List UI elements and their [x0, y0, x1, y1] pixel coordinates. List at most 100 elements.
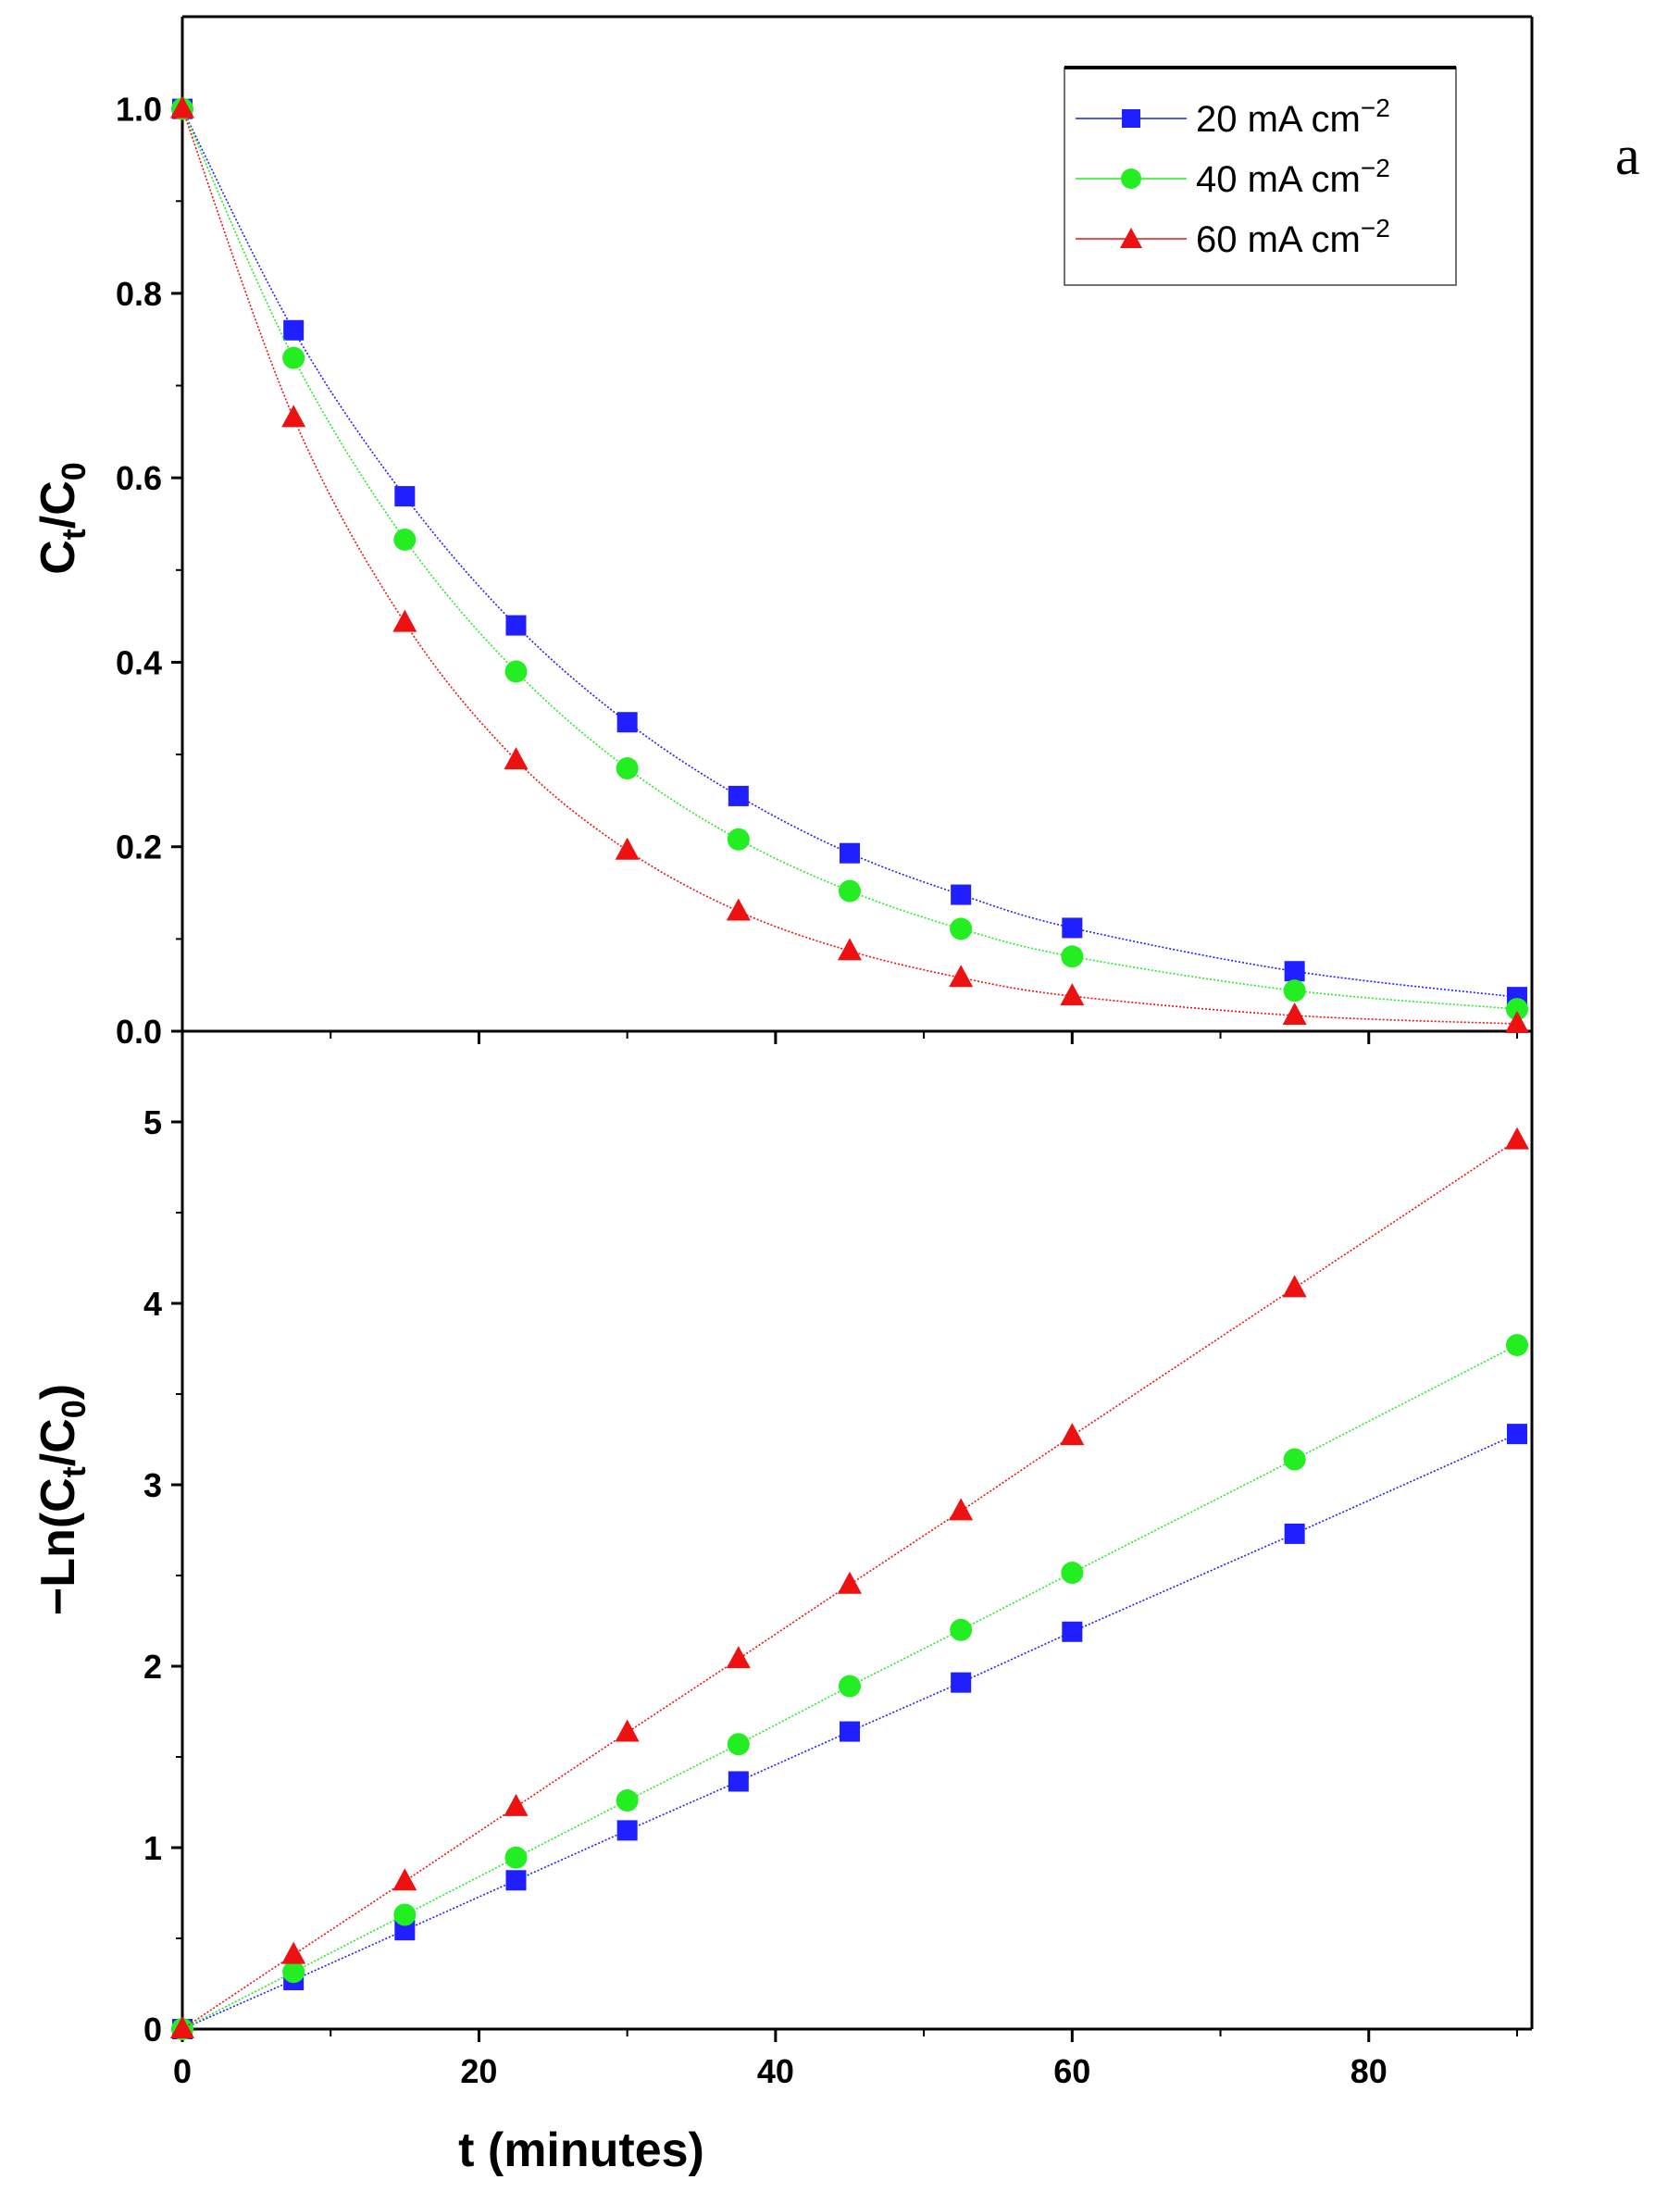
- bottom-point-circle: [727, 1733, 750, 1756]
- top-y-tick-label: 0.8: [116, 275, 162, 313]
- bottom-point-square: [505, 1870, 527, 1891]
- bottom-y-tick-label: 2: [143, 1648, 162, 1686]
- bottom-point-triangle: [281, 1941, 306, 1964]
- top-point-square: [394, 486, 416, 507]
- bottom-panel: 0 1 2 3 4 5 0 20 40 60 80: [143, 1031, 1534, 2090]
- bottom-point-square: [1062, 1621, 1083, 1642]
- top-point-circle: [1283, 979, 1306, 1003]
- bottom-y-tick-label: 3: [143, 1466, 162, 1504]
- legend-label-60-sup: −2: [1361, 214, 1390, 243]
- bottom-point-square: [1506, 1424, 1527, 1445]
- top-y-axis-title-sub1: t: [55, 529, 93, 540]
- legend-label-20: 20 mA cm−2: [1196, 93, 1390, 140]
- top-point-square: [839, 842, 860, 864]
- top-point-circle: [1505, 998, 1528, 1021]
- top-y-tick-label: 0.4: [116, 643, 162, 681]
- top-point-square: [728, 785, 749, 806]
- legend-label-40-main: 40 mA cm: [1196, 159, 1361, 200]
- bottom-point-square: [1284, 1523, 1305, 1544]
- bottom-y-axis-title-main: −Ln(C: [31, 1477, 85, 1615]
- bottom-y-tick-label: 5: [143, 1103, 162, 1141]
- bottom-point-circle: [504, 1846, 528, 1869]
- top-y-axis-title-sep: /C: [31, 480, 85, 529]
- top-point-triangle: [837, 938, 862, 961]
- x-tick-label: 40: [757, 2052, 794, 2090]
- top-y-tick-label: 0.0: [116, 1013, 162, 1051]
- top-point-triangle: [1282, 1003, 1307, 1026]
- legend-marker-20: [1122, 109, 1140, 128]
- top-point-circle: [504, 660, 528, 683]
- bottom-point-circle: [838, 1675, 861, 1698]
- bottom-point-circle: [1061, 1562, 1084, 1585]
- legend-marker-40: [1121, 168, 1141, 189]
- legend: 20 mA cm−2 40 mA cm−2 60 mA cm−2: [1064, 66, 1457, 286]
- top-point-circle: [1061, 945, 1084, 968]
- bottom-point-triangle: [615, 1719, 640, 1742]
- legend-label-40-sup: −2: [1361, 154, 1390, 182]
- bottom-point-triangle: [1060, 1423, 1085, 1446]
- top-point-square: [616, 712, 638, 733]
- legend-entry-20: 20 mA cm−2: [1076, 93, 1390, 140]
- top-y-axis-title: Ct/C0: [31, 462, 93, 575]
- bottom-point-square: [839, 1721, 860, 1742]
- top-y-tick-label: 1.0: [116, 91, 162, 129]
- top-point-circle: [838, 879, 861, 903]
- x-axis-title: t (minutes): [458, 2124, 704, 2177]
- top-point-circle: [727, 828, 750, 851]
- bottom-y-tick-label: 1: [143, 1829, 162, 1867]
- bottom-y-axis-title-sub2: 0: [55, 1400, 93, 1418]
- bottom-point-triangle: [726, 1646, 751, 1669]
- bottom-y-axis-title-end: ): [31, 1384, 85, 1400]
- x-tick-label: 60: [1053, 2052, 1090, 2090]
- top-panel: 0.0 0.2 0.4 0.6 0.8 1.0: [116, 15, 1534, 1051]
- bottom-point-square: [616, 1820, 638, 1841]
- bottom-y-tick-label: 0: [143, 2011, 162, 2049]
- bottom-series-line-2: [181, 1344, 1518, 2030]
- top-point-triangle: [504, 747, 529, 770]
- top-point-circle: [616, 757, 639, 780]
- bottom-point-circle: [1505, 1334, 1528, 1357]
- top-point-square: [1284, 961, 1305, 982]
- bottom-y-tick-label: 4: [143, 1285, 162, 1323]
- bottom-y-axis-title-sub1: t: [55, 1466, 93, 1477]
- x-tick-label: 20: [460, 2052, 497, 2090]
- bottom-point-circle: [1283, 1448, 1306, 1471]
- top-point-triangle: [1060, 983, 1085, 1006]
- top-point-square: [283, 319, 305, 341]
- bottom-point-circle: [282, 1961, 305, 1984]
- legend-label-40: 40 mA cm−2: [1196, 154, 1390, 200]
- top-point-triangle: [615, 837, 640, 860]
- bottom-point-circle: [393, 1903, 417, 1926]
- bottom-point-triangle: [1282, 1275, 1307, 1298]
- bottom-point-square: [394, 1920, 416, 1941]
- bottom-y-axis-title-sep: /C: [31, 1418, 85, 1466]
- top-point-triangle: [281, 405, 306, 428]
- x-tick-label: 80: [1350, 2052, 1388, 2090]
- panel-label: a: [1615, 125, 1640, 186]
- bottom-y-axis-title: −Ln(Ct/C0): [31, 1384, 93, 1615]
- top-point-triangle: [392, 609, 417, 632]
- top-point-triangle: [949, 965, 974, 988]
- top-point-square: [1062, 917, 1083, 939]
- bottom-point-triangle: [1504, 1127, 1529, 1150]
- top-point-circle: [282, 346, 305, 369]
- legend-entry-40: 40 mA cm−2: [1076, 154, 1390, 200]
- legend-entry-60: 60 mA cm−2: [1076, 214, 1390, 260]
- bottom-point-square: [951, 1672, 972, 1693]
- top-series-line-2: [181, 108, 1518, 1010]
- bottom-point-circle: [950, 1618, 973, 1641]
- top-series-line-3: [181, 108, 1518, 1025]
- top-point-square: [505, 615, 527, 636]
- bottom-point-square: [728, 1771, 749, 1792]
- legend-label-60-main: 60 mA cm: [1196, 219, 1361, 260]
- top-y-tick-label: 0.6: [116, 459, 162, 497]
- top-y-axis-title-sub2: 0: [55, 462, 93, 480]
- x-tick-label: 0: [173, 2052, 192, 2090]
- bottom-point-triangle: [392, 1868, 417, 1891]
- top-point-triangle: [1504, 1011, 1529, 1034]
- bottom-point-triangle: [949, 1498, 974, 1521]
- top-y-tick-label: 0.2: [116, 828, 162, 866]
- top-point-square: [951, 884, 972, 905]
- legend-label-60: 60 mA cm−2: [1196, 214, 1390, 260]
